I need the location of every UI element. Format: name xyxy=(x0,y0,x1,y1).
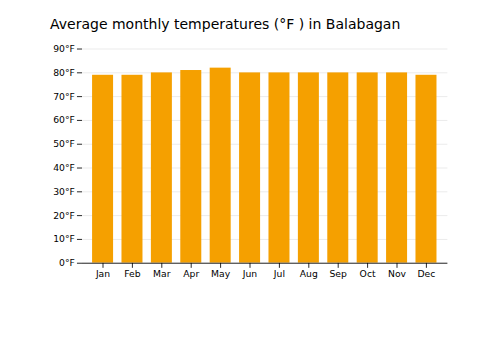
svg-text:20°F: 20°F xyxy=(53,210,75,221)
svg-text:Mar: Mar xyxy=(153,268,171,279)
svg-text:Oct: Oct xyxy=(360,268,376,279)
svg-text:70°F: 70°F xyxy=(53,91,75,102)
svg-text:Feb: Feb xyxy=(124,268,140,279)
svg-text:Apr: Apr xyxy=(183,268,199,279)
svg-text:Dec: Dec xyxy=(417,268,435,279)
svg-text:0°F: 0°F xyxy=(59,257,75,268)
svg-text:30°F: 30°F xyxy=(53,186,75,197)
svg-text:60°F: 60°F xyxy=(53,114,75,125)
svg-text:May: May xyxy=(211,268,231,279)
svg-text:50°F: 50°F xyxy=(53,138,75,149)
svg-text:10°F: 10°F xyxy=(53,233,75,244)
html-text:Average monthly temperatures (: Average monthly temperatures (°F ) in Ba… xyxy=(50,16,401,32)
svg-text:Sep: Sep xyxy=(329,268,347,279)
svg-text:Jul: Jul xyxy=(273,268,285,279)
svg-text:90°F: 90°F xyxy=(53,43,75,54)
svg-text:Nov: Nov xyxy=(388,268,407,279)
svg-text:Jun: Jun xyxy=(242,268,258,279)
svg-text:Aug: Aug xyxy=(300,268,318,279)
svg-text:40°F: 40°F xyxy=(53,162,75,173)
svg-text:80°F: 80°F xyxy=(53,67,75,78)
svg-text:Jan: Jan xyxy=(95,268,110,279)
